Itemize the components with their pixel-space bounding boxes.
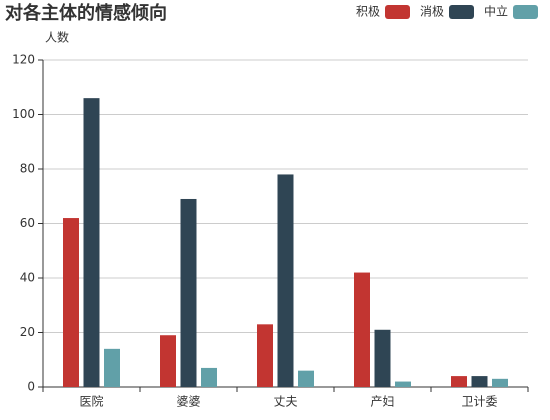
legend-label: 消极 (420, 5, 444, 19)
bar (63, 218, 79, 387)
y-tick-label: 20 (20, 325, 35, 339)
x-tick-label: 卫计委 (461, 395, 497, 409)
y-tick-label: 120 (12, 53, 35, 67)
bar (354, 272, 370, 387)
y-tick-label: 100 (12, 107, 35, 121)
x-tick-label: 医院 (79, 395, 103, 409)
bar (395, 381, 411, 387)
bar (180, 198, 197, 387)
bar (160, 335, 176, 387)
bar (374, 329, 391, 387)
chart-title: 对各主体的情感倾向 (5, 2, 167, 24)
y-axis-label: 人数 (45, 30, 69, 45)
y-tick-label: 40 (20, 271, 35, 285)
bar (451, 376, 467, 387)
legend-label: 中立 (484, 4, 508, 19)
legend-swatch (513, 5, 538, 19)
legend-swatch (385, 5, 410, 19)
legend-label: 积极 (356, 5, 380, 19)
bar (201, 367, 217, 387)
legend-swatch (449, 5, 474, 19)
bar (104, 348, 120, 387)
bar (277, 174, 294, 387)
bar (83, 98, 100, 388)
bar (492, 378, 508, 387)
x-tick-label: 婆婆 (176, 395, 200, 409)
y-tick-label: 60 (20, 216, 35, 230)
bar (471, 376, 488, 387)
x-tick-label: 产妇 (370, 395, 394, 409)
y-tick-label: 0 (27, 380, 35, 394)
y-tick-label: 80 (20, 162, 35, 176)
bar (298, 370, 314, 387)
x-tick-label: 丈夫 (273, 395, 297, 409)
bar (257, 324, 273, 387)
